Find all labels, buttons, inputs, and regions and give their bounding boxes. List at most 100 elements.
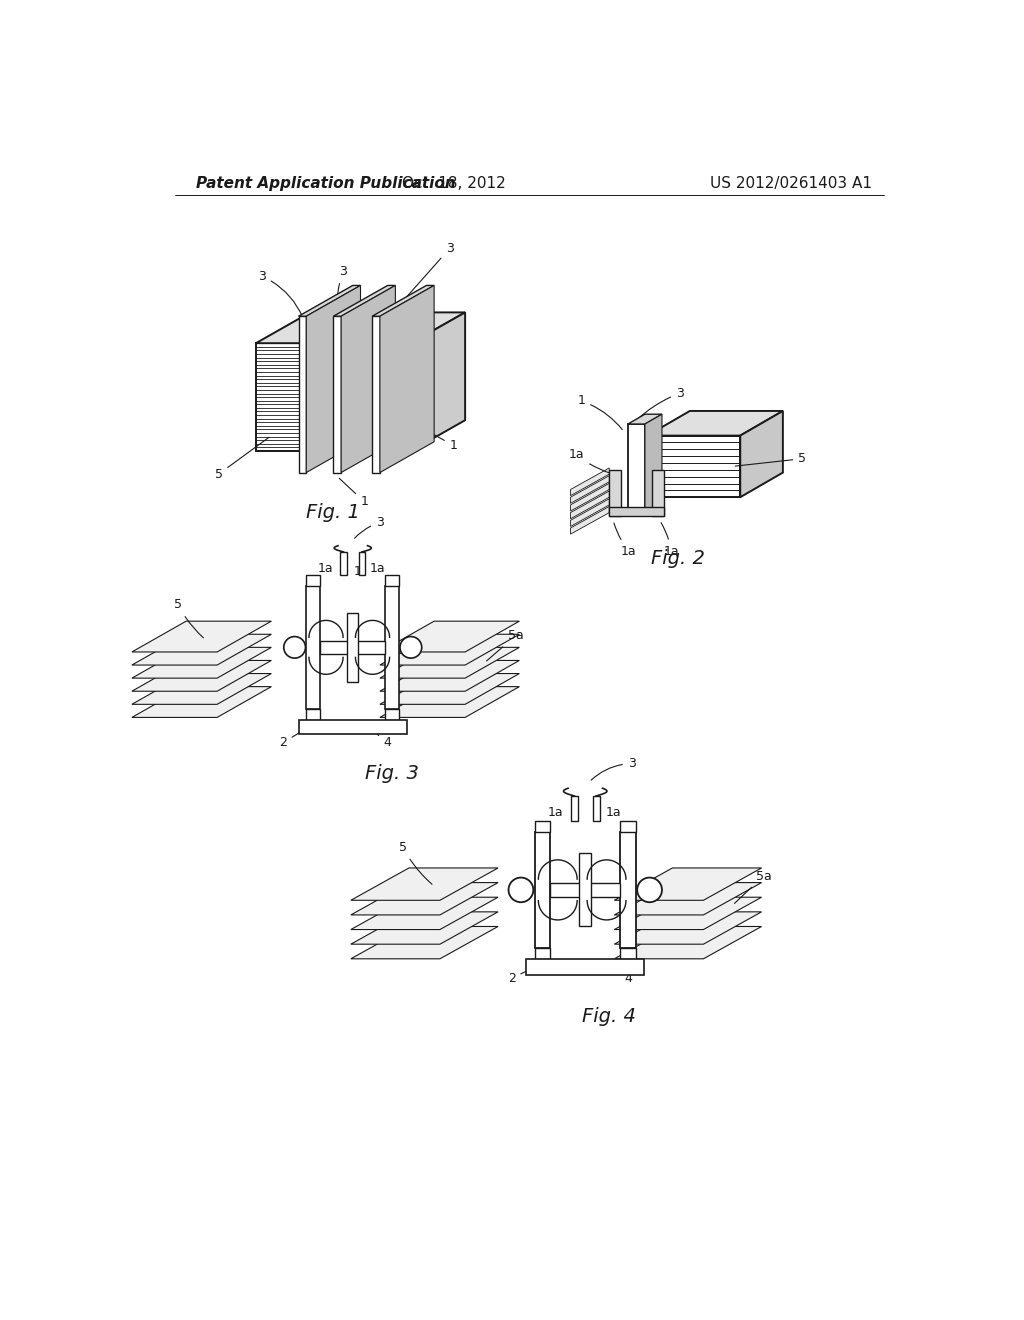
Polygon shape xyxy=(380,622,519,652)
Text: 3: 3 xyxy=(591,758,636,780)
Bar xyxy=(580,853,591,927)
Polygon shape xyxy=(652,470,664,516)
Bar xyxy=(385,709,399,719)
Text: 1a: 1a xyxy=(569,449,610,474)
Text: 5: 5 xyxy=(735,453,806,466)
Polygon shape xyxy=(351,912,498,944)
Text: Oct. 18, 2012: Oct. 18, 2012 xyxy=(401,176,506,190)
Polygon shape xyxy=(380,686,519,718)
Polygon shape xyxy=(351,869,498,900)
Circle shape xyxy=(509,878,534,903)
Text: 3: 3 xyxy=(404,242,454,298)
Polygon shape xyxy=(385,586,399,709)
Bar xyxy=(621,821,636,832)
Polygon shape xyxy=(614,883,762,915)
Polygon shape xyxy=(256,313,465,343)
Polygon shape xyxy=(334,317,341,473)
Text: 3: 3 xyxy=(354,516,384,539)
Polygon shape xyxy=(621,832,636,948)
Text: 1: 1 xyxy=(339,478,369,508)
Bar xyxy=(571,796,578,821)
Text: Fig. 3: Fig. 3 xyxy=(365,764,419,783)
Text: 4: 4 xyxy=(367,726,391,750)
Text: 1a: 1a xyxy=(548,807,563,820)
Bar xyxy=(535,948,550,960)
Polygon shape xyxy=(380,635,519,665)
Text: 1a: 1a xyxy=(662,523,679,557)
Text: 1: 1 xyxy=(429,432,458,453)
Text: Fig. 1: Fig. 1 xyxy=(306,503,360,523)
Text: Fig. 4: Fig. 4 xyxy=(582,1007,636,1027)
Polygon shape xyxy=(380,285,434,473)
Polygon shape xyxy=(570,483,609,511)
Polygon shape xyxy=(380,673,519,705)
Polygon shape xyxy=(306,586,321,709)
Polygon shape xyxy=(341,285,395,473)
Polygon shape xyxy=(609,470,621,516)
Text: 5: 5 xyxy=(174,598,204,638)
Polygon shape xyxy=(380,660,519,692)
Bar xyxy=(385,576,399,586)
Text: 1a: 1a xyxy=(370,562,385,576)
Bar xyxy=(340,552,346,576)
Polygon shape xyxy=(132,647,271,678)
Bar xyxy=(359,552,366,576)
Bar xyxy=(621,948,636,960)
Bar xyxy=(526,960,644,974)
Bar xyxy=(593,796,600,821)
Bar xyxy=(535,821,550,832)
Polygon shape xyxy=(372,285,434,317)
Polygon shape xyxy=(351,898,498,929)
Polygon shape xyxy=(132,660,271,692)
Polygon shape xyxy=(411,313,465,451)
Text: 1a: 1a xyxy=(605,807,621,820)
Polygon shape xyxy=(570,469,609,496)
Text: 2: 2 xyxy=(280,725,311,750)
Text: 3: 3 xyxy=(258,269,303,318)
Bar xyxy=(306,709,321,719)
Text: 5: 5 xyxy=(399,841,432,884)
Polygon shape xyxy=(628,424,645,516)
Polygon shape xyxy=(132,673,271,705)
Polygon shape xyxy=(306,285,360,473)
Circle shape xyxy=(284,636,305,659)
Text: 1a: 1a xyxy=(317,562,334,576)
Polygon shape xyxy=(321,642,385,653)
Text: 1: 1 xyxy=(353,565,361,578)
Polygon shape xyxy=(570,499,609,527)
Polygon shape xyxy=(614,869,762,900)
Polygon shape xyxy=(647,411,783,436)
Polygon shape xyxy=(380,647,519,678)
Text: 3: 3 xyxy=(337,265,347,317)
Text: US 2012/0261403 A1: US 2012/0261403 A1 xyxy=(710,176,872,190)
Polygon shape xyxy=(614,898,762,929)
Polygon shape xyxy=(570,507,609,535)
Polygon shape xyxy=(132,622,271,652)
Circle shape xyxy=(400,636,422,659)
Polygon shape xyxy=(299,317,306,473)
Text: Fig. 2: Fig. 2 xyxy=(651,549,706,569)
Bar xyxy=(347,612,358,682)
Polygon shape xyxy=(645,414,662,516)
Polygon shape xyxy=(132,635,271,665)
Polygon shape xyxy=(535,832,550,948)
Polygon shape xyxy=(628,414,662,424)
Text: 3: 3 xyxy=(638,387,684,418)
Polygon shape xyxy=(740,411,783,498)
Polygon shape xyxy=(570,475,609,503)
Polygon shape xyxy=(299,285,360,317)
Polygon shape xyxy=(351,883,498,915)
Text: 1a: 1a xyxy=(614,523,637,557)
Polygon shape xyxy=(614,912,762,944)
Text: 1: 1 xyxy=(578,395,623,429)
Text: 5a: 5a xyxy=(734,870,771,903)
Polygon shape xyxy=(334,285,395,317)
Polygon shape xyxy=(609,507,664,516)
Polygon shape xyxy=(550,883,621,896)
Text: 5: 5 xyxy=(215,437,269,480)
Polygon shape xyxy=(351,927,498,958)
Text: 4: 4 xyxy=(603,965,632,985)
Circle shape xyxy=(637,878,662,903)
Bar xyxy=(299,719,407,734)
Text: Patent Application Publication: Patent Application Publication xyxy=(197,176,456,190)
